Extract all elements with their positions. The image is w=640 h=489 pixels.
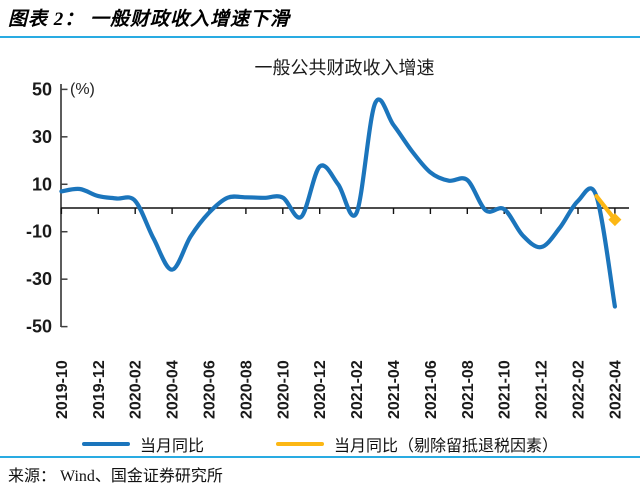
y-tick-label: -30 <box>26 269 52 289</box>
y-tick-label: 30 <box>32 127 52 147</box>
x-tick-label: 2020-12 <box>312 360 329 419</box>
line-chart: 50 30 10 -10 -30 -50 (%) 2019-10 2019-12 2020-02 2… <box>26 79 629 419</box>
x-tick-label: 2020-08 <box>238 360 255 419</box>
line-monthly-yoy-excl-refund <box>594 194 617 222</box>
x-tick-label: 2020-02 <box>128 360 145 419</box>
legend-label-monthly-yoy: 当月同比 <box>139 438 204 455</box>
legend-label-monthly-yoy-excl-refund: 当月同比（剔除留抵退税因素） <box>334 438 559 455</box>
chart-legend: 当月同比 当月同比（剔除留抵退税因素） <box>0 432 640 456</box>
bottom-divider <box>0 456 640 458</box>
x-tick-label: 2021-12 <box>534 360 551 419</box>
y-unit-label: (%) <box>70 81 95 98</box>
diamond-marker <box>608 213 622 227</box>
figure-caption: 图表 2： 一般财政收入增速下滑 <box>8 9 291 30</box>
x-tick-label: 2020-04 <box>165 360 182 419</box>
legend-item-monthly-yoy: 当月同比 <box>81 432 204 456</box>
x-tick-label: 2021-06 <box>423 360 440 419</box>
legend-swatch-yellow <box>276 442 324 446</box>
line-monthly-yoy <box>59 97 617 309</box>
x-tick-label: 2021-04 <box>386 360 403 419</box>
x-tick-label: 2022-02 <box>571 360 588 419</box>
x-tick-label: 2019-10 <box>54 360 71 419</box>
source-note: 来源： Wind、国金证券研究所 <box>8 468 223 485</box>
legend-item-monthly-yoy-excl-refund: 当月同比（剔除留抵退税因素） <box>276 432 558 456</box>
chart-title: 一般公共财政收入增速 <box>254 58 435 78</box>
y-tick-label: 10 <box>32 174 52 194</box>
y-tick-label: 50 <box>32 79 52 99</box>
x-tick-label: 2019-12 <box>91 360 108 419</box>
x-tick-label: 2020-10 <box>275 360 292 419</box>
x-tick-label: 2020-06 <box>202 360 219 419</box>
x-tick-label: 2021-08 <box>460 360 477 419</box>
top-divider <box>0 36 640 38</box>
x-tick-label: 2021-10 <box>497 360 514 419</box>
legend-swatch-blue <box>81 442 130 446</box>
y-tick-label: -10 <box>26 222 52 242</box>
y-tick-label: -50 <box>26 317 52 337</box>
x-tick-label: 2022-04 <box>607 360 624 419</box>
x-tick-label: 2021-02 <box>349 360 366 419</box>
